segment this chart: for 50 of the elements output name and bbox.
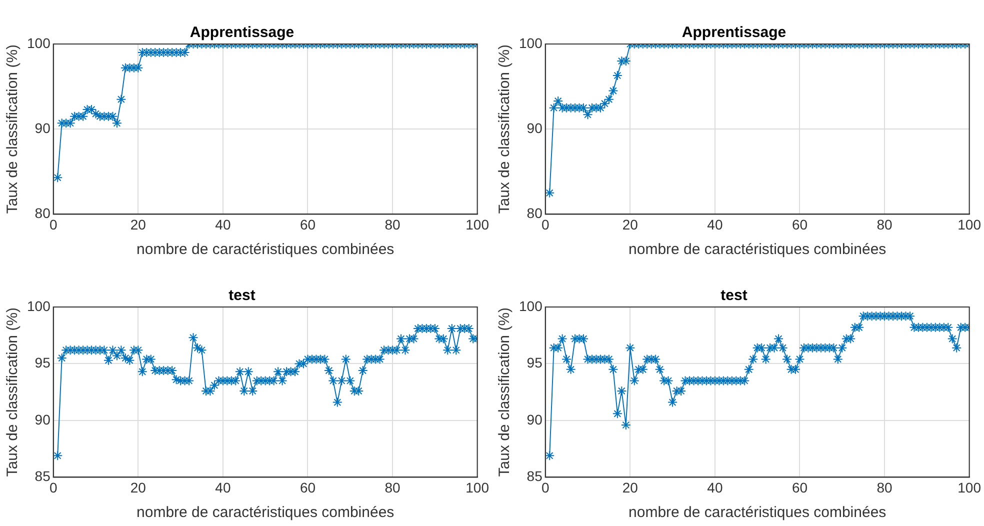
x-axis-title: nombre de caractéristiques combinées (628, 241, 886, 258)
x-tick-label: 80 (876, 479, 893, 496)
x-tick-label: 0 (541, 216, 550, 232)
y-tick-label: 90 (526, 411, 543, 428)
x-tick-label: 100 (466, 479, 490, 496)
y-tick-label: 85 (34, 468, 51, 484)
x-tick-label: 60 (300, 216, 316, 232)
y-tick-label: 95 (34, 354, 51, 371)
x-tick-label: 60 (792, 216, 808, 232)
x-tick-label: 20 (622, 216, 638, 232)
x-tick-label: 20 (622, 479, 638, 496)
x-tick-label: 80 (876, 216, 893, 232)
y-tick-label: 90 (526, 120, 543, 136)
x-tick-label: 60 (792, 479, 808, 496)
y-tick-label: 100 (27, 34, 51, 51)
y-axis-title: Taux de classification (%) (496, 307, 514, 477)
x-tick-label: 100 (466, 216, 490, 232)
x-tick-label: 0 (49, 479, 58, 496)
y-tick-label: 85 (526, 468, 543, 484)
y-tick-label: 100 (27, 298, 51, 314)
x-axis-title: nombre de caractéristiques combinées (628, 504, 886, 522)
x-tick-label: 100 (958, 479, 982, 496)
y-tick-label: 90 (34, 120, 51, 136)
x-tick-label: 40 (707, 216, 723, 232)
x-tick-label: 40 (215, 216, 231, 232)
x-tick-label: 60 (300, 479, 316, 496)
y-tick-label: 80 (34, 205, 51, 222)
x-axis-title: nombre de caractéristiques combinées (136, 241, 394, 258)
x-tick-label: 0 (541, 479, 550, 496)
x-axis-title: nombre de caractéristiques combinées (136, 504, 394, 522)
x-tick-label: 100 (958, 216, 982, 232)
x-tick-label: 20 (130, 216, 146, 232)
y-axis-title: Taux de classification (%) (4, 307, 22, 477)
x-tick-label: 80 (384, 479, 401, 496)
chart-title: Apprentissage (190, 24, 294, 42)
x-tick-label: 40 (215, 479, 231, 496)
y-tick-label: 100 (519, 298, 543, 314)
y-tick-label: 80 (526, 205, 543, 222)
chart-title: test (720, 287, 748, 304)
x-tick-label: 40 (707, 479, 723, 496)
y-tick-label: 95 (526, 354, 543, 371)
chart-title: Apprentissage (682, 24, 786, 42)
y-axis-title: Taux de classification (%) (496, 44, 514, 214)
y-tick-label: 90 (34, 411, 51, 428)
x-tick-label: 20 (130, 479, 146, 496)
y-tick-label: 100 (519, 34, 543, 51)
x-tick-label: 80 (384, 216, 401, 232)
chart-title: test (228, 287, 256, 304)
y-axis-title: Taux de classification (%) (4, 44, 22, 214)
x-tick-label: 0 (49, 216, 58, 232)
